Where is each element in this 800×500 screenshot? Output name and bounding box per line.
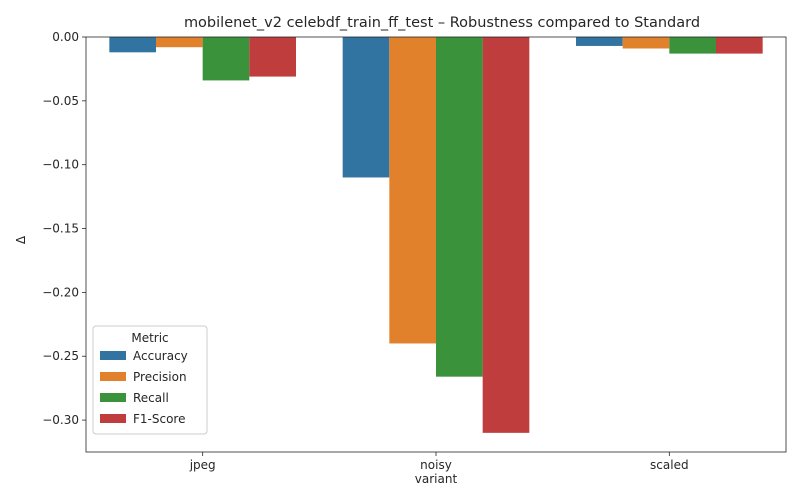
bar-scaled-f1-score bbox=[716, 37, 763, 54]
x-tick-label: scaled bbox=[650, 458, 689, 472]
bar-noisy-f1-score bbox=[482, 37, 530, 433]
bars-layer bbox=[109, 37, 763, 433]
legend-swatch bbox=[100, 351, 126, 360]
y-tick-label: −0.20 bbox=[42, 285, 79, 299]
plot-frame bbox=[85, 36, 787, 453]
legend-swatch bbox=[100, 414, 126, 423]
bar-scaled-recall bbox=[669, 37, 716, 54]
y-tick-label: −0.05 bbox=[42, 94, 79, 108]
x-axis-label: variant bbox=[415, 472, 458, 486]
y-axis: 0.00 −0.05 −0.10 −0.15 −0.20 −0.25 −0.30 bbox=[42, 30, 86, 427]
bar-scaled-accuracy bbox=[576, 37, 623, 46]
chart-title: mobilenet_v2 celebdf_train_ff_test – Rob… bbox=[184, 15, 700, 31]
bar-noisy-accuracy bbox=[342, 37, 390, 178]
legend-label: Precision bbox=[133, 370, 187, 384]
legend-swatch bbox=[100, 393, 126, 402]
y-tick-label: −0.15 bbox=[42, 222, 79, 236]
y-tick-label: −0.10 bbox=[42, 158, 79, 172]
bar-jpeg-accuracy bbox=[109, 37, 156, 53]
legend-label: Recall bbox=[133, 391, 169, 405]
bar-jpeg-recall bbox=[202, 37, 250, 81]
x-tick-label: noisy bbox=[420, 458, 452, 472]
legend-label: Accuracy bbox=[133, 349, 188, 363]
legend-title: Metric bbox=[131, 331, 168, 345]
legend-swatch bbox=[100, 372, 126, 381]
y-tick-label: −0.30 bbox=[42, 413, 79, 427]
y-tick-label: −0.25 bbox=[42, 349, 79, 363]
bar-noisy-recall bbox=[436, 37, 483, 377]
y-tick-label: 0.00 bbox=[52, 30, 79, 44]
legend: Metric Accuracy Precision Recall F1-Score bbox=[92, 325, 208, 435]
bar-noisy-precision bbox=[389, 37, 436, 344]
x-axis: jpeg noisy scaled bbox=[189, 452, 689, 472]
y-axis-label: Δ bbox=[14, 235, 28, 244]
x-tick-label: jpeg bbox=[189, 458, 216, 472]
bar-scaled-precision bbox=[622, 37, 670, 49]
bar-jpeg-precision bbox=[156, 37, 203, 48]
legend-label: F1-Score bbox=[133, 412, 185, 426]
bar-jpeg-f1-score bbox=[249, 37, 296, 77]
